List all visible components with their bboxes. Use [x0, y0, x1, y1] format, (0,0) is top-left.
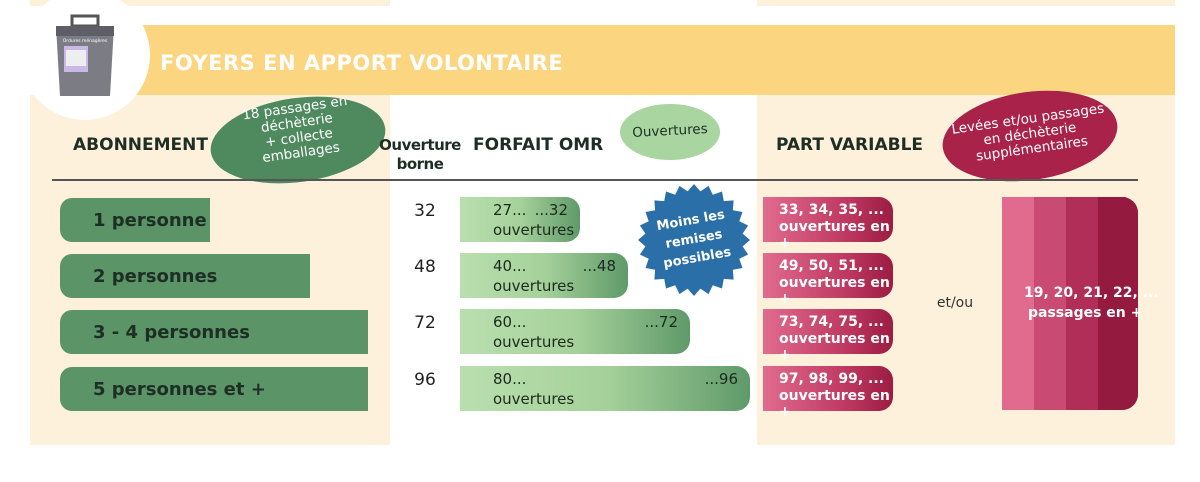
forfait-badge [620, 104, 720, 160]
forfait-bar: 40... ...48 ouvertures [460, 253, 628, 298]
abonnement-label: 3 - 4 personnes [93, 322, 250, 343]
forfait-bar: 80... ...96 ouvertures [460, 366, 750, 411]
passages-line1: 19, 20, 21, 22, ... [1024, 285, 1159, 301]
ouverture-title: Ouverture borne [379, 136, 461, 173]
part-variable-title: PART VARIABLE [776, 135, 924, 155]
forfait-start: 40... [493, 257, 527, 275]
part-variable-line2: ouvertures en + [779, 219, 890, 251]
header-title: FOYERS EN APPORT VOLONTAIRE [160, 51, 564, 75]
part-variable-box: 33, 34, 35, ... ouvertures en + [763, 197, 893, 251]
part-variable-line1: 49, 50, 51, ... [779, 258, 884, 274]
abonnement-bar: 1 personne [60, 198, 210, 242]
forfait-end: ...32 [534, 201, 568, 219]
header-band [95, 25, 1175, 95]
forfait-unit: ouvertures [493, 277, 575, 295]
bin-icon: Ordures ménagères [56, 14, 114, 96]
forfait-start: 27... [493, 201, 527, 219]
top-strip [757, 0, 1175, 6]
abonnement-bar: 3 - 4 personnes [60, 310, 368, 354]
abonnement-bar: 2 personnes [60, 254, 310, 298]
forfait-end: ...72 [644, 313, 678, 331]
part-variable-box: 73, 74, 75, ... ouvertures en + [763, 309, 893, 363]
ouverture-value: 32 [414, 201, 436, 221]
forfait-title: FORFAIT OMR [473, 135, 604, 155]
abonnement-label: 1 personne [93, 210, 207, 231]
forfait-unit: ouvertures [493, 221, 575, 239]
forfait-start: 60... [493, 313, 527, 331]
part-variable-line2: ouvertures en + [779, 388, 890, 420]
abonnement-bar: 5 personnes et + [60, 367, 368, 411]
part-variable-line2: ouvertures en + [779, 331, 890, 363]
ouverture-value: 96 [414, 370, 436, 390]
forfait-bar: 60... ...72 ouvertures [460, 309, 690, 354]
forfait-unit: ouvertures [493, 333, 575, 351]
part-variable-line1: 33, 34, 35, ... [779, 202, 884, 218]
part-variable-box: 97, 98, 99, ... ouvertures en + [763, 366, 893, 420]
passages-block: 19, 20, 21, 22, ... passages en + [1002, 197, 1159, 410]
forfait-bar: 27... ...32 ouvertures [460, 197, 580, 242]
part-variable-line1: 73, 74, 75, ... [779, 314, 884, 330]
abonnement-label: 2 personnes [93, 266, 218, 287]
top-strip [30, 0, 390, 6]
bin-label: Ordures ménagères [63, 37, 108, 44]
forfait-end: ...96 [704, 370, 738, 388]
abonnement-label: 5 personnes et + [93, 379, 266, 400]
part-variable-box: 49, 50, 51, ... ouvertures en + [763, 253, 893, 307]
stamp [638, 184, 750, 296]
divider [52, 179, 1138, 181]
forfait-unit: ouvertures [493, 390, 575, 408]
passages-line2: passages en + [1028, 305, 1143, 321]
ouverture-value: 48 [414, 257, 436, 277]
passages-layer [1098, 197, 1138, 410]
part-variable-line1: 97, 98, 99, ... [779, 371, 884, 387]
abonnement-title: ABONNEMENT [73, 135, 208, 155]
forfait-end: ...48 [582, 257, 616, 275]
ouverture-value: 72 [414, 313, 436, 333]
connector: et/ou [936, 295, 974, 311]
forfait-start: 80... [493, 370, 527, 388]
part-variable-line2: ouvertures en + [779, 275, 890, 307]
